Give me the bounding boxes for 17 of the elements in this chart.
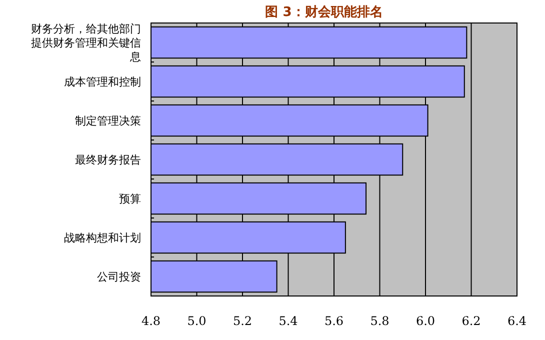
y-tick-label: 成本管理和控制 bbox=[64, 76, 141, 88]
y-tick-label: 最终财务报告 bbox=[75, 154, 141, 166]
x-tick-label: 6.4 bbox=[507, 314, 527, 328]
y-tick-label: 财务分析，给其他部门提供财务管理和关键信息 bbox=[31, 22, 141, 64]
x-tick-label: 6.2 bbox=[462, 314, 481, 328]
x-tick-label: 5.0 bbox=[187, 314, 206, 328]
y-tick-label: 制定管理决策 bbox=[75, 114, 141, 128]
chart-title: 图 3：财会职能排名 bbox=[265, 4, 383, 20]
x-tick-label: 5.6 bbox=[324, 314, 344, 328]
x-tick-label: 4.8 bbox=[141, 314, 161, 328]
y-tick-label: 预算 bbox=[119, 192, 141, 206]
x-tick-label: 5.2 bbox=[232, 314, 252, 328]
y-tick-label: 战略构想和计划 bbox=[64, 232, 141, 244]
x-tick-label: 6.0 bbox=[416, 314, 436, 328]
x-tick-label: 5.8 bbox=[370, 314, 390, 328]
y-tick-label: 公司投资 bbox=[97, 270, 141, 284]
x-tick-label: 5.4 bbox=[278, 314, 298, 328]
